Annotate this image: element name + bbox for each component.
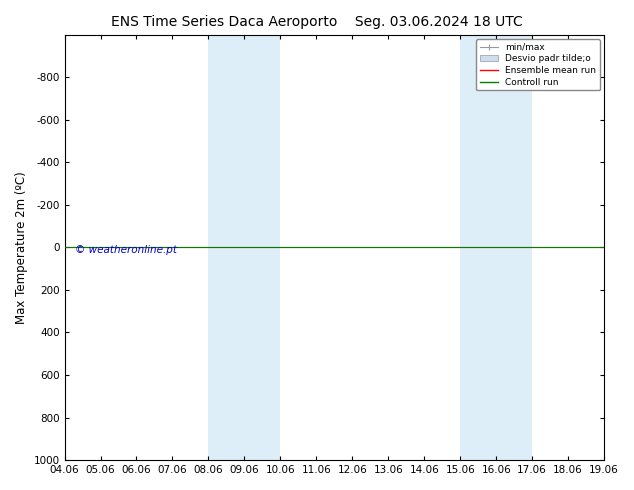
Bar — [460, 35, 496, 460]
Bar — [496, 35, 532, 460]
Bar — [244, 35, 280, 460]
Legend: min/max, Desvio padr tilde;o, Ensemble mean run, Controll run: min/max, Desvio padr tilde;o, Ensemble m… — [476, 39, 600, 91]
Text: © weatheronline.pt: © weatheronline.pt — [75, 245, 178, 255]
Y-axis label: Max Temperature 2m (ºC): Max Temperature 2m (ºC) — [15, 171, 28, 324]
Bar — [209, 35, 244, 460]
Text: ENS Time Series Daca Aeroporto    Seg. 03.06.2024 18 UTC: ENS Time Series Daca Aeroporto Seg. 03.0… — [111, 15, 523, 29]
